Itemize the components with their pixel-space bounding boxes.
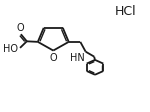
- Text: HO: HO: [3, 44, 18, 54]
- Text: HN: HN: [70, 53, 85, 63]
- Text: O: O: [16, 23, 24, 33]
- Text: HCl: HCl: [115, 5, 136, 18]
- Text: O: O: [50, 53, 57, 62]
